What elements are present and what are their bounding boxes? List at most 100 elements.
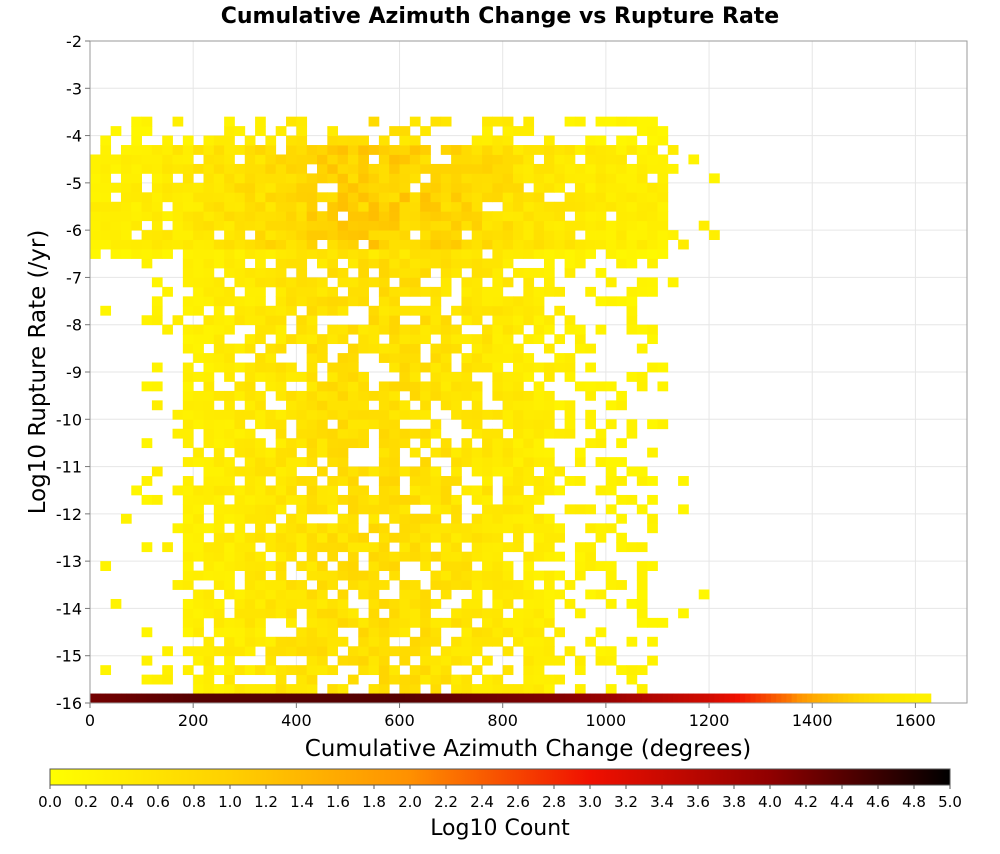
heatmap-cell <box>492 551 504 562</box>
heatmap-cell <box>182 381 194 392</box>
heatmap-cell <box>409 476 421 486</box>
heatmap-cell <box>513 608 524 619</box>
heatmap-cell <box>409 192 421 203</box>
heatmap-cell <box>193 372 204 382</box>
heatmap-cell <box>131 154 142 165</box>
heatmap-cell <box>347 409 359 420</box>
heatmap-cell <box>255 201 266 212</box>
heatmap-cell <box>244 296 256 307</box>
heatmap-cell <box>337 608 349 619</box>
heatmap-cell <box>585 230 596 240</box>
heatmap-cell <box>554 286 566 297</box>
heatmap-cell <box>234 636 246 647</box>
heatmap-cell <box>193 655 204 666</box>
heatmap-cell <box>420 428 431 439</box>
heatmap-cell <box>636 277 648 288</box>
heatmap-cell <box>327 267 339 278</box>
heatmap-cell <box>430 201 442 212</box>
heatmap-cell <box>203 684 215 694</box>
heatmap-cell <box>306 674 318 685</box>
heatmap-cell <box>647 617 658 628</box>
heatmap-cell <box>492 192 504 203</box>
heatmap-cell <box>471 608 483 619</box>
heatmap-cell <box>513 372 524 382</box>
heatmap-cell <box>688 154 700 165</box>
heatmap-cell <box>141 116 153 127</box>
heatmap-cell <box>203 381 215 392</box>
heatmap-cell-bottom-row <box>781 693 787 703</box>
heatmap-cell <box>605 561 617 571</box>
heatmap-cell <box>543 230 555 240</box>
heatmap-cell-bottom-row <box>502 693 509 703</box>
heatmap-cell <box>358 230 369 240</box>
heatmap-cell-bottom-row <box>533 693 540 703</box>
heatmap-cell <box>409 684 421 694</box>
heatmap-cell <box>543 201 555 212</box>
heatmap-cell <box>492 173 504 184</box>
heatmap-cell <box>162 145 173 155</box>
heatmap-cell <box>471 466 483 477</box>
heatmap-cell <box>667 230 679 240</box>
heatmap-cell <box>554 466 566 477</box>
heatmap-cell <box>286 580 297 590</box>
heatmap-cell <box>399 277 411 288</box>
heatmap-cell <box>306 249 318 259</box>
heatmap-cell <box>224 636 235 647</box>
heatmap-cell <box>141 192 153 203</box>
heatmap-cell <box>193 390 204 401</box>
heatmap-cell <box>626 296 638 307</box>
heatmap-cell <box>347 163 359 174</box>
heatmap-cell <box>451 561 462 571</box>
heatmap-cell <box>275 182 287 193</box>
heatmap-cell <box>543 570 555 581</box>
heatmap-cell <box>626 315 638 326</box>
heatmap-cell <box>316 617 328 628</box>
heatmap-cell-bottom-row <box>822 693 829 703</box>
heatmap-cell <box>337 249 349 259</box>
heatmap-cell <box>513 589 524 600</box>
heatmap-cell <box>244 561 256 571</box>
heatmap-cell <box>296 400 308 411</box>
heatmap-cell <box>162 211 173 222</box>
heatmap-cell <box>471 343 483 354</box>
heatmap-cell-bottom-row <box>600 693 607 703</box>
heatmap-cell <box>533 409 545 420</box>
heatmap-cell <box>564 267 576 278</box>
heatmap-cell <box>378 504 390 515</box>
heatmap-cell <box>678 239 689 250</box>
heatmap-cell <box>316 561 328 571</box>
heatmap-cell <box>306 372 318 382</box>
heatmap-cell <box>626 372 638 382</box>
heatmap-cell <box>234 163 246 174</box>
heatmap-cell <box>193 249 204 259</box>
heatmap-cell <box>502 305 514 316</box>
heatmap-cell <box>482 334 493 345</box>
heatmap-cell <box>492 627 504 638</box>
heatmap-cell <box>461 551 473 562</box>
heatmap-cell <box>616 513 627 524</box>
heatmap-cell <box>337 220 349 231</box>
heatmap-cell <box>502 324 514 335</box>
heatmap-cell <box>616 201 627 212</box>
heatmap-cell <box>203 655 215 666</box>
heatmap-cell <box>286 447 297 458</box>
heatmap-cell <box>275 409 287 420</box>
heatmap-cell <box>502 466 514 477</box>
heatmap-cell <box>337 154 349 165</box>
heatmap-cell <box>523 334 535 345</box>
heatmap-cell <box>368 182 380 193</box>
heatmap-cell <box>368 409 380 420</box>
heatmap-cell <box>461 220 473 231</box>
heatmap-cell <box>203 258 215 269</box>
heatmap-cell <box>265 182 277 193</box>
heatmap-cell-bottom-row <box>662 693 669 703</box>
heatmap-cell <box>533 589 545 600</box>
heatmap-cell <box>409 116 421 127</box>
heatmap-cell <box>234 381 246 392</box>
heatmap-cell <box>399 343 411 354</box>
heatmap-cell <box>389 182 400 193</box>
heatmap-cell <box>151 239 163 250</box>
heatmap-cell <box>667 277 679 288</box>
heatmap-cell <box>193 277 204 288</box>
